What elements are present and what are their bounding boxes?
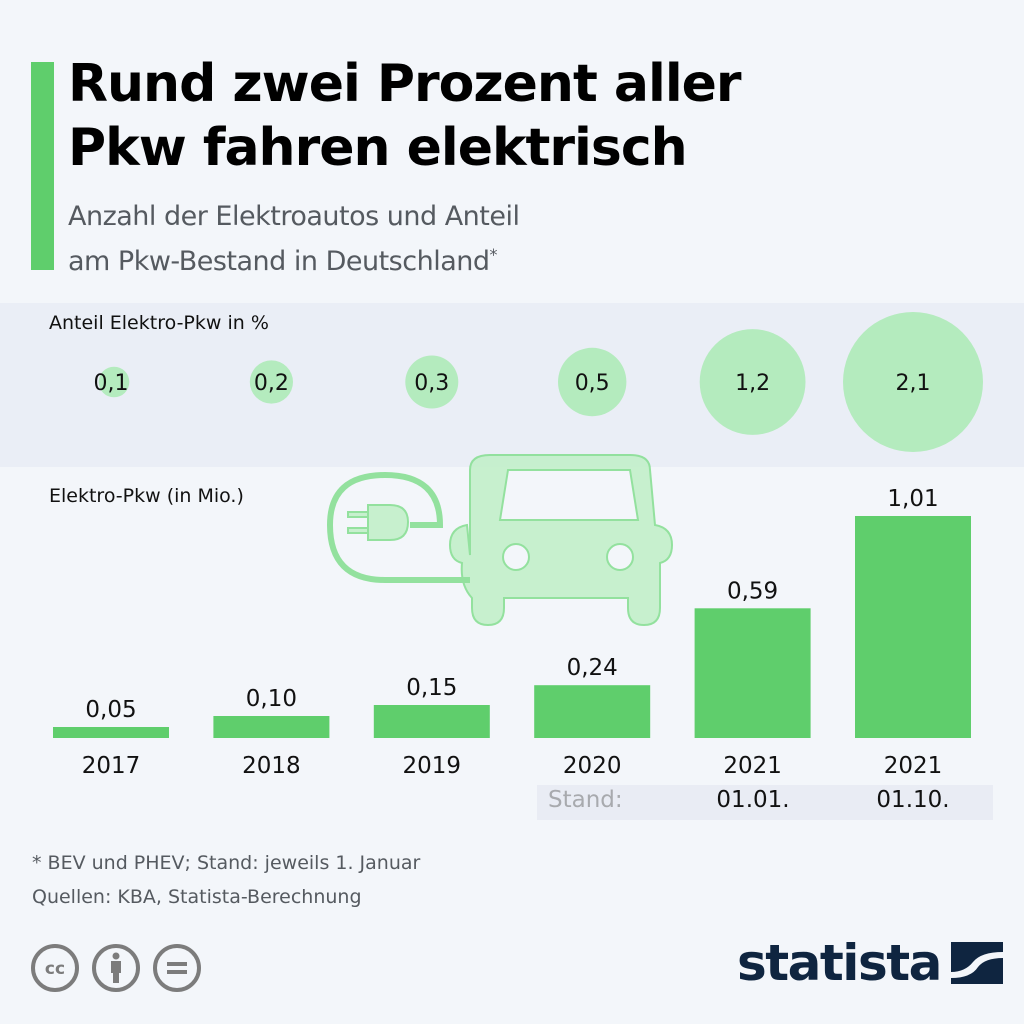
- count-section-label: Elektro-Pkw (in Mio.): [49, 485, 244, 507]
- statista-logo[interactable]: statista: [737, 938, 1003, 988]
- stand-row: [537, 785, 993, 820]
- subtitle-line-1: Anzahl der Elektroautos und Anteil: [68, 201, 520, 232]
- count-bar: [213, 716, 330, 738]
- x-axis-tick-label: 2020: [563, 753, 622, 779]
- logo-text: statista: [737, 934, 942, 992]
- count-bar: [53, 727, 169, 738]
- title-accent-bar: [31, 62, 54, 270]
- share-section-label: Anteil Elektro-Pkw in %: [49, 312, 269, 334]
- statista-logo-mark-icon: [950, 942, 1003, 984]
- count-bar-value-label: 0,10: [246, 686, 297, 712]
- share-bubble-label: 0,3: [414, 371, 449, 396]
- count-bar: [534, 685, 651, 738]
- share-bubble: [699, 329, 806, 435]
- share-bubble-label: 0,2: [254, 371, 289, 396]
- footnote-mark: *: [489, 245, 498, 264]
- footnote-sources: Quellen: KBA, Statista-Berechnung: [32, 886, 362, 908]
- cc-icon[interactable]: cc: [30, 943, 80, 993]
- count-bar-value-label: 1,01: [887, 486, 938, 512]
- count-bar-value-label: 0,05: [85, 697, 136, 723]
- share-bubble-label: 2,1: [896, 371, 931, 396]
- share-bubble: [843, 312, 983, 452]
- footnote: * BEV und PHEV; Stand: jeweils 1. Januar…: [32, 846, 420, 914]
- no-derivatives-icon[interactable]: [152, 943, 202, 993]
- count-bar-value-label: 0,24: [567, 655, 618, 681]
- share-bubble-label: 0,5: [575, 371, 610, 396]
- footnote-definition: * BEV und PHEV; Stand: jeweils 1. Januar: [32, 852, 421, 874]
- electric-car-icon: [326, 454, 674, 627]
- title-line-2: Pkw fahren elektrisch: [68, 118, 688, 178]
- count-bar-value-label: 0,15: [406, 675, 457, 701]
- stand-date-1: 01.01.: [716, 787, 790, 813]
- share-bubbles: 0,1 0,2 0,3 0,5 1,2 2,1: [94, 312, 983, 452]
- title-line-1: Rund zwei Prozent aller: [68, 54, 742, 114]
- count-bar: [694, 608, 811, 738]
- share-bubble-label: 0,1: [94, 371, 129, 396]
- stand-date-2: 01.10.: [876, 787, 950, 813]
- x-axis-tick-label: 2021: [723, 753, 782, 779]
- share-bubble: [558, 347, 627, 417]
- share-bubble-label: 1,2: [735, 371, 770, 396]
- share-bubble: [405, 355, 459, 409]
- x-axis-tick-label: 2018: [242, 753, 301, 779]
- chart-title: Rund zwei Prozent aller Pkw fahren elekt…: [68, 52, 968, 180]
- subtitle-line-2: am Pkw-Bestand in Deutschland: [68, 246, 490, 277]
- count-bars: 0,05 2017 0,10 2018 0,15 2019 0,24 2020 0,59 2021…: [53, 486, 971, 779]
- x-axis-tick-label: 2017: [82, 753, 141, 779]
- count-bar: [855, 516, 971, 738]
- x-axis-tick-label: 2019: [403, 753, 462, 779]
- share-bubble: [98, 366, 130, 398]
- count-bar: [373, 705, 490, 738]
- x-axis-tick-label: 2021: [884, 753, 943, 779]
- by-attribution-icon[interactable]: [91, 943, 141, 993]
- stand-label: Stand:: [548, 787, 623, 813]
- svg-text:cc: cc: [45, 959, 65, 979]
- share-bubble: [249, 360, 293, 404]
- license-icons: cc: [30, 943, 202, 993]
- count-bar-value-label: 0,59: [727, 578, 778, 604]
- chart-subtitle: Anzahl der Elektroautos und Anteil am Pk…: [68, 198, 768, 281]
